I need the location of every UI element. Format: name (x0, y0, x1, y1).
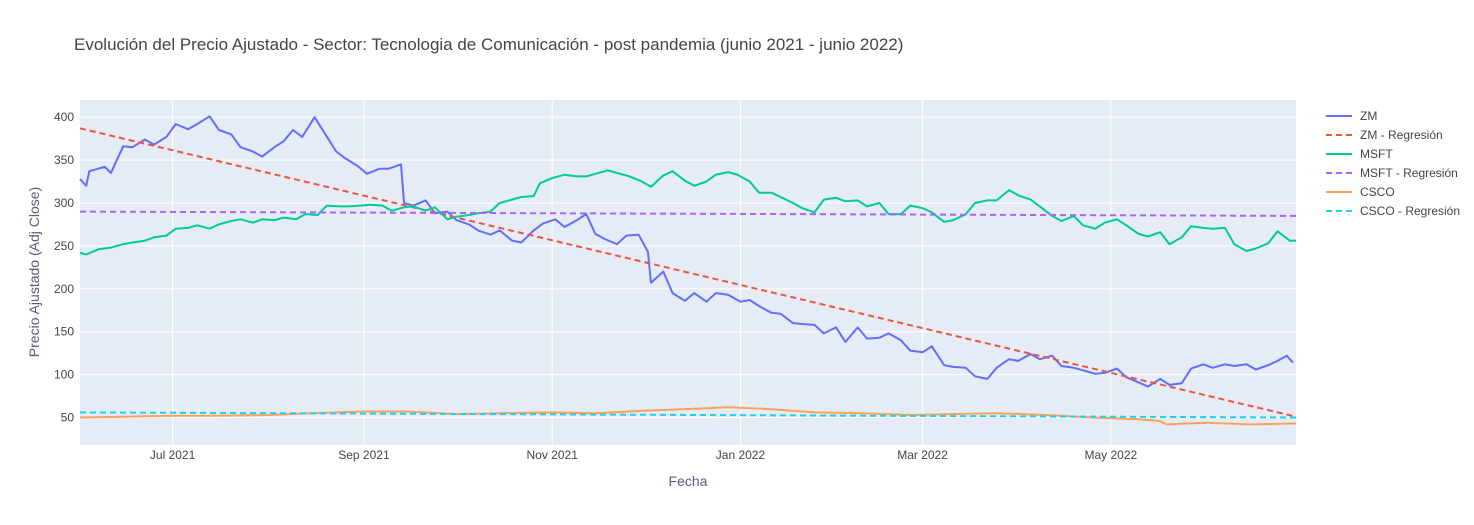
legend-item-zm-regresi-n[interactable]: ZM - Regresión (1326, 128, 1443, 142)
x-axis-title: Fecha (669, 473, 708, 489)
series-line-zm-regresi-n (79, 127, 1297, 418)
x-tick-label: Nov 2021 (527, 448, 579, 462)
legend-item-csco-regresi-n[interactable]: CSCO - Regresión (1326, 204, 1460, 218)
series-line-msft (79, 169, 1296, 256)
legend-label: ZM - Regresión (1360, 128, 1443, 142)
legend-label: CSCO - Regresión (1360, 204, 1460, 218)
series-lines (79, 115, 1297, 426)
chart-title: Evolución del Precio Ajustado - Sector: … (74, 35, 903, 54)
legend-label: ZM (1360, 109, 1377, 123)
y-axis-ticks: 50 100 150 200 250 300 350 400 (54, 110, 74, 424)
series-line-zm (79, 115, 1294, 388)
y-tick-label: 400 (54, 110, 74, 124)
x-tick-label: Jan 2022 (716, 448, 766, 462)
y-tick-label: 100 (54, 368, 74, 382)
y-tick-label: 50 (61, 411, 75, 425)
legend-label: MSFT - Regresión (1360, 166, 1458, 180)
legend-label: MSFT (1360, 147, 1393, 161)
y-tick-label: 250 (54, 239, 74, 253)
series-line-csco (79, 406, 1297, 426)
gridlines (80, 100, 1296, 445)
legend-item-csco[interactable]: CSCO (1326, 185, 1395, 199)
y-tick-label: 150 (54, 325, 74, 339)
x-tick-label: May 2022 (1084, 448, 1137, 462)
legend[interactable]: ZM ZM - Regresión MSFT MSFT - Regresión CSCO… (1326, 109, 1460, 218)
x-tick-label: Sep 2021 (338, 448, 390, 462)
legend-item-msft[interactable]: MSFT (1326, 147, 1393, 161)
legend-item-zm[interactable]: ZM (1326, 109, 1377, 123)
legend-item-msft-regresi-n[interactable]: MSFT - Regresión (1326, 166, 1458, 180)
y-axis-title: Precio Ajustado (Adj Close) (26, 187, 42, 357)
y-tick-label: 350 (54, 153, 74, 167)
series-line-msft-regresi-n (79, 210, 1297, 217)
y-tick-label: 300 (54, 196, 74, 210)
x-axis-ticks: Jul 2021 Sep 2021 Nov 2021 Jan 2022 Mar 2022… (150, 448, 1138, 462)
x-tick-label: Jul 2021 (150, 448, 196, 462)
legend-label: CSCO (1360, 185, 1395, 199)
y-tick-label: 200 (54, 282, 74, 296)
x-tick-label: Mar 2022 (897, 448, 948, 462)
series-line-csco-regresi-n (79, 411, 1297, 419)
